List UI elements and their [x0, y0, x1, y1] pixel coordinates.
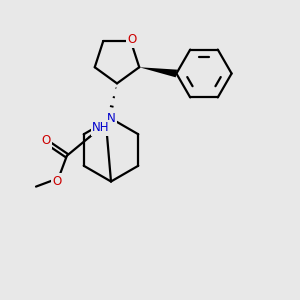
Polygon shape: [139, 67, 177, 77]
Text: O: O: [52, 175, 62, 188]
Text: O: O: [128, 33, 137, 46]
Text: N: N: [106, 112, 116, 125]
Text: NH: NH: [92, 122, 110, 134]
Text: O: O: [41, 134, 50, 147]
